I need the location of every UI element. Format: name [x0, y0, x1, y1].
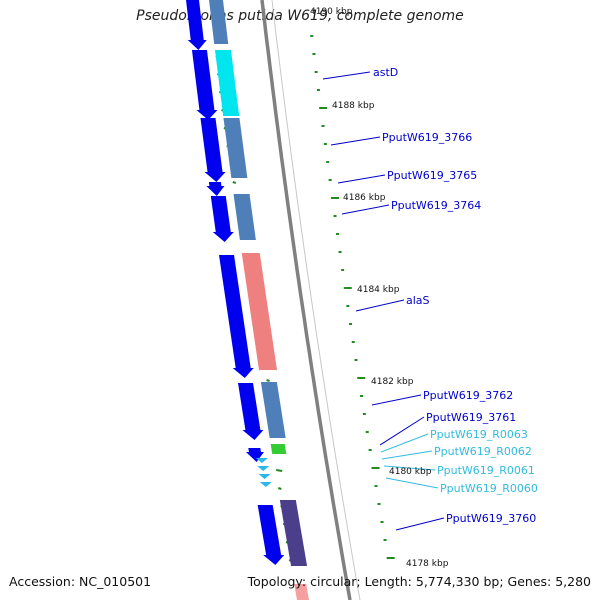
cog-band-3764 — [233, 194, 256, 240]
leader-3764 — [341, 204, 390, 215]
cds-arrow-3761 — [245, 448, 264, 462]
gc-tick — [276, 469, 283, 472]
rna-band-r0063 — [270, 444, 287, 454]
gene-label-pputw619-r0061[interactable]: PputW619_R0061 — [437, 464, 535, 477]
label-leader-lines — [322, 71, 445, 531]
leader-3761 — [379, 416, 425, 446]
gene-label-pputw619-3761[interactable]: PputW619_3761 — [426, 411, 516, 424]
leader-r0061 — [383, 465, 436, 471]
gene-label-pputw619-r0063[interactable]: PputW619_R0063 — [430, 428, 528, 441]
leader-3765 — [337, 174, 386, 184]
trna-chevron — [257, 466, 270, 471]
cds-arrow-3762 — [238, 383, 264, 440]
gene-label-pputw619-r0062[interactable]: PputW619_R0062 — [434, 445, 532, 458]
tick-label-4188: 4188 kbp — [332, 101, 375, 111]
cds-arrow-astD — [191, 50, 218, 120]
cds-arrow-3760 — [257, 505, 285, 565]
leader-3766 — [330, 136, 381, 146]
cog-band-3766 — [223, 118, 248, 178]
leader-alaS — [355, 299, 405, 312]
leader-3760 — [395, 517, 445, 531]
gc-tick — [232, 181, 237, 184]
gene-label-astD[interactable]: astD — [373, 66, 398, 79]
gene-label-pputw619-3762[interactable]: PputW619_3762 — [423, 389, 513, 402]
tick-label-4182: 4182 kbp — [371, 377, 414, 387]
cds-arrow-top — [186, 0, 207, 50]
cds-arrow-3766 — [200, 118, 226, 182]
tick-label-4178: 4178 kbp — [406, 559, 449, 569]
cog-band-astD — [214, 50, 240, 116]
leader-astD — [322, 71, 371, 80]
backbone-inner-line — [271, 0, 361, 600]
cog-band-3760 — [279, 500, 308, 566]
genome-backbone — [260, 0, 361, 600]
trna-chevron — [259, 482, 272, 487]
gene-label-pputw619-3760[interactable]: PputW619_3760 — [446, 512, 536, 525]
cog-band-3762 — [260, 382, 286, 438]
trna-chevron — [255, 458, 268, 463]
gene-label-pputw619-3765[interactable]: PputW619_3765 — [387, 169, 477, 182]
gene-label-alaS[interactable]: alaS — [406, 294, 430, 307]
tick-label-4180: 4180 kbp — [389, 467, 432, 477]
cds-arrow-3765 — [206, 182, 225, 196]
gene-features — [186, 0, 309, 600]
leader-r0062 — [381, 450, 433, 460]
gene-label-pputw619-r0060[interactable]: PputW619_R0060 — [440, 482, 538, 495]
ruler-tick-labels: 4190 kbp 4188 kbp 4186 kbp 4184 kbp 4182… — [310, 7, 449, 569]
tick-label-4190: 4190 kbp — [310, 7, 353, 17]
gc-tick — [266, 379, 270, 382]
leader-3762 — [371, 394, 422, 406]
cds-arrow-3764 — [210, 196, 234, 242]
cog-band-bottom — [294, 584, 309, 600]
cog-band-alaS — [241, 253, 278, 370]
leader-r0063 — [380, 433, 429, 453]
gene-label-pputw619-3764[interactable]: PputW619_3764 — [391, 199, 481, 212]
gc-tick — [277, 487, 282, 490]
accession-text: Accession: NC_010501 — [9, 574, 152, 589]
ruler-ticks — [310, 35, 395, 559]
trna-chevron — [258, 474, 271, 479]
gene-label-pputw619-3766[interactable]: PputW619_3766 — [382, 131, 472, 144]
tick-label-4184: 4184 kbp — [357, 285, 400, 295]
gene-labels: astD PputW619_3766 PputW619_3765 PputW61… — [373, 66, 538, 525]
cog-band-top — [209, 0, 229, 44]
topology-text: Topology: circular; Length: 5,774,330 bp… — [247, 574, 591, 589]
tick-label-4186: 4186 kbp — [343, 193, 386, 203]
backbone-line — [260, 0, 352, 600]
leader-r0060 — [385, 477, 439, 489]
cds-arrow-alaS — [219, 255, 254, 378]
